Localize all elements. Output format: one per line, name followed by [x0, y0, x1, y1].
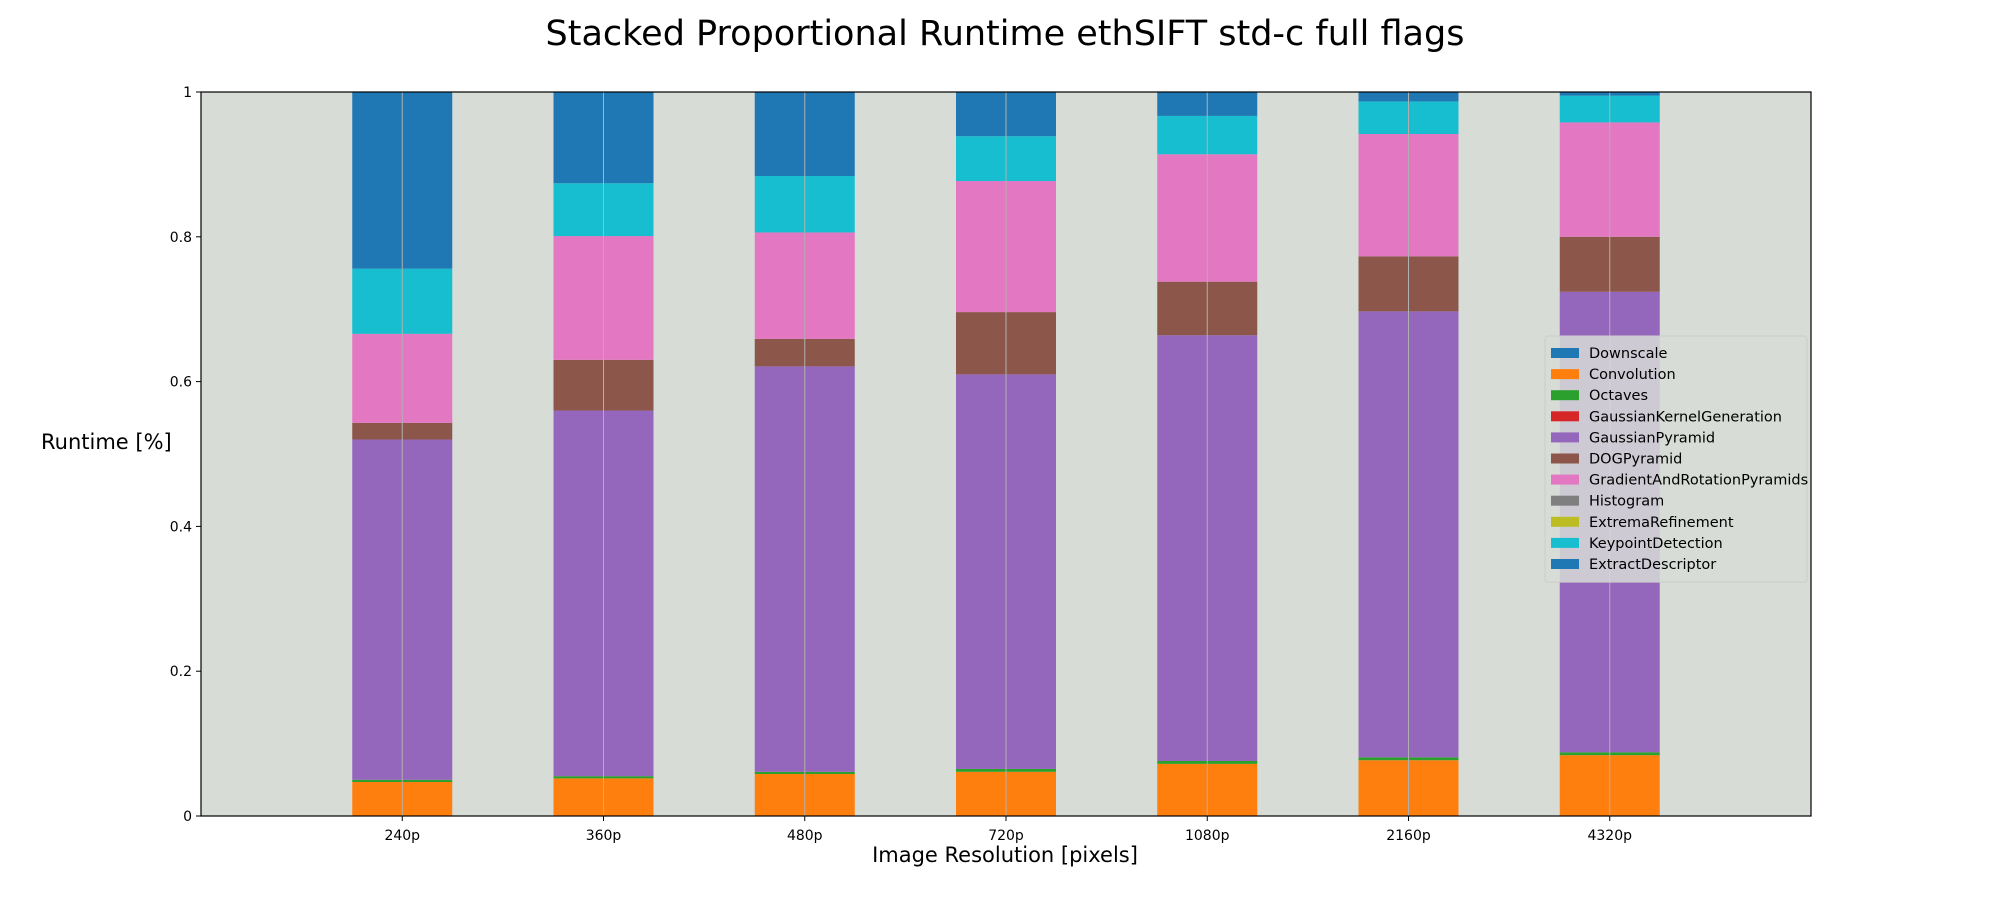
legend-swatch-downscale — [1551, 348, 1579, 358]
legend-swatch-extractdescriptor — [1551, 559, 1579, 569]
x-tick-label-2160p: 2160p — [1386, 828, 1431, 844]
legend-label-gradientandrotationpyramids: GradientAndRotationPyramids — [1589, 473, 1808, 489]
x-axis-label: Image Resolution [pixels] — [872, 843, 1138, 867]
legend: Downscale Convolution Octaves GaussianKerne… — [1544, 335, 1808, 583]
legend-swatch-gradientandrotationpyramids — [1551, 474, 1579, 485]
legend-label-convolution: Convolution — [1589, 367, 1676, 383]
legend-swatch-keypointdetection — [1551, 537, 1579, 548]
x-tick-label-480p: 480p — [787, 828, 823, 844]
y-tick-label-0-8: 0.8 — [170, 230, 192, 246]
legend-label-extractdescriptor: ExtractDescriptor — [1589, 557, 1716, 573]
legend-label-keypointdetection: KeypointDetection — [1589, 536, 1723, 552]
legend-label-octaves: Octaves — [1589, 388, 1648, 404]
legend-swatch-gaussiankernelgeneration — [1551, 411, 1579, 422]
y-axis-label: Runtime [%] — [41, 430, 172, 454]
legend-label-histogram: Histogram — [1589, 494, 1664, 510]
legend-swatch-dogpyramid — [1551, 453, 1579, 464]
legend-swatch-convolution — [1551, 369, 1579, 380]
legend-swatch-histogram — [1551, 495, 1579, 506]
x-tick-label-240p: 240p — [384, 828, 420, 844]
chart-title: Stacked Proportional Runtime ethSIFT std… — [546, 14, 1465, 54]
y-tick-label-1: 1 — [183, 85, 192, 101]
x-tick-label-1080p: 1080p — [1185, 828, 1230, 844]
y-tick-label-0-6: 0.6 — [170, 375, 192, 391]
legend-label-downscale: Downscale — [1589, 346, 1668, 362]
plot-area: 240p 360p 480p 720p 1080p 2160p 4320p 0 0.2 0.4 0.… — [170, 85, 1812, 844]
x-tick-label-4320p: 4320p — [1587, 828, 1632, 844]
legend-swatch-extremarefinement — [1551, 516, 1579, 527]
legend-label-gaussiankernelgeneration: GaussianKernelGeneration — [1589, 409, 1782, 425]
legend-swatch-octaves — [1551, 390, 1579, 401]
legend-label-extremarefinement: ExtremaRefinement — [1589, 515, 1734, 531]
x-tick-label-360p: 360p — [586, 828, 622, 844]
legend-label-dogpyramid: DOGPyramid — [1589, 452, 1682, 468]
legend-swatch-gaussianpyramid — [1551, 432, 1579, 443]
y-tick-label-0-4: 0.4 — [170, 519, 192, 535]
legend-label-gaussianpyramid: GaussianPyramid — [1589, 430, 1715, 446]
y-tick-label-0-2: 0.2 — [170, 664, 192, 680]
y-tick-label-0: 0 — [183, 809, 192, 825]
legend-box — [1544, 335, 1808, 583]
x-tick-label-720p: 720p — [988, 828, 1024, 844]
